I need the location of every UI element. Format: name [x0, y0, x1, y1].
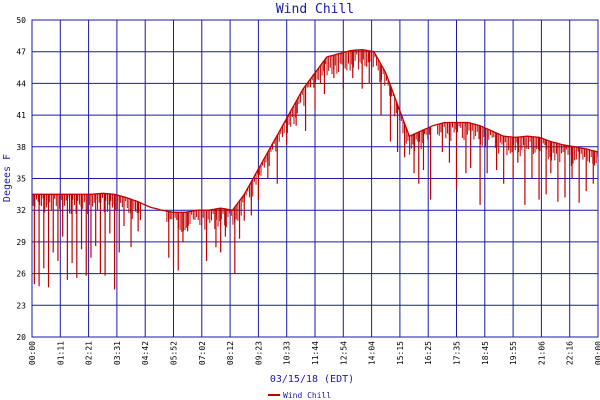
x-tick-label: 04:42: [141, 341, 150, 365]
x-tick-label: 17:35: [453, 341, 462, 365]
x-axis-label: 03/15/18 (EDT): [270, 374, 354, 385]
y-tick-label: 38: [16, 143, 26, 152]
x-tick-label: 19:55: [509, 341, 518, 365]
y-tick-label: 29: [16, 238, 26, 247]
chart-title: Wind Chill: [276, 2, 354, 17]
plot-frame: [31, 19, 599, 338]
x-tick-label: 15:15: [396, 341, 405, 365]
series-line-wind-chill: [32, 48, 599, 213]
series-layer: [32, 48, 599, 290]
y-tick-label: 50: [16, 16, 26, 25]
x-tick-label: 10:33: [283, 341, 292, 365]
x-tick-label: 09:23: [254, 341, 263, 365]
y-tick-label: 32: [16, 206, 26, 215]
x-tick-label: 14:04: [368, 341, 377, 365]
legend-label-wind-chill: Wind Chill: [283, 391, 331, 400]
x-tick-label: 07:02: [198, 341, 207, 365]
x-tick-label: 12:54: [339, 341, 348, 365]
y-tick-label: 26: [16, 270, 26, 279]
x-tick-label: 00:00: [28, 341, 37, 365]
y-tick-label: 20: [16, 333, 26, 342]
x-tick-label: 00:00: [594, 341, 600, 365]
y-tick-label: 35: [16, 175, 26, 184]
y-axis-label: Degees F: [2, 154, 13, 202]
x-tick-label: 21:06: [537, 341, 546, 365]
x-tick-label: 01:11: [56, 341, 65, 365]
x-tick-label: 02:21: [85, 341, 94, 365]
x-tick-label: 11:44: [311, 341, 320, 365]
x-tick-labels: 00:00 01:11 02:21 03:31 04:42 05:52 07:02 08:12…: [28, 341, 600, 365]
x-tick-label: 03:31: [113, 341, 122, 365]
x-tick-label: 16:25: [424, 341, 433, 365]
y-tick-label: 41: [16, 111, 26, 120]
y-tick-labels: 20 23 26 29 32 35 38 41 44 47 50: [16, 16, 26, 342]
y-tick-label: 23: [16, 301, 26, 310]
x-tick-label: 18:45: [481, 341, 490, 365]
y-tick-label: 44: [16, 79, 26, 88]
legend: Wind Chill: [268, 391, 331, 400]
x-tick-label: 08:12: [226, 341, 235, 365]
x-tick-label: 22:16: [566, 341, 575, 365]
y-tick-label: 47: [16, 48, 26, 57]
x-tick-label: 05:52: [170, 341, 179, 365]
